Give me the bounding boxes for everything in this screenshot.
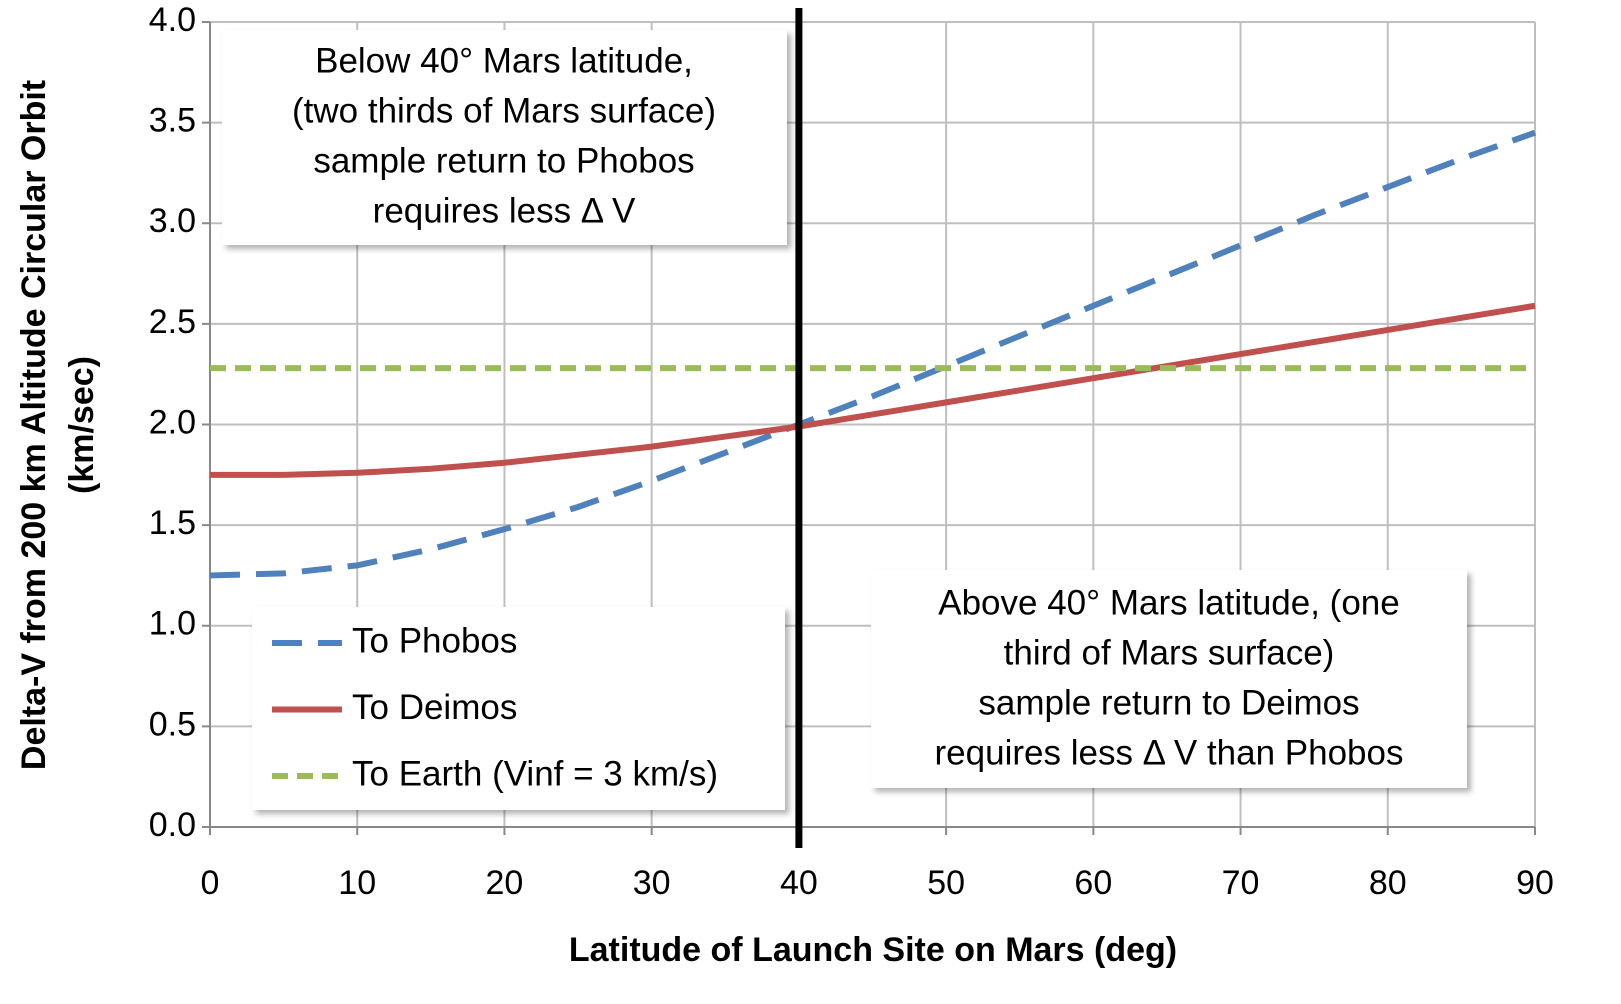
y-tick-label: 1.5 [149,504,196,542]
y-tick-label: 2.5 [149,303,196,341]
annotation-text: sample return to Deimos [978,683,1359,722]
annotation-text: Below 40° Mars latitude, [315,41,693,80]
annotation-box [222,30,787,245]
annotation-text: Above 40° Mars latitude, (one [938,583,1399,622]
annotation-box [871,570,1467,788]
series-line [209,129,1537,579]
x-tick-label: 70 [1222,864,1260,902]
x-tick-label: 40 [780,864,818,902]
annotation-text: third of Mars surface) [1004,633,1335,672]
x-axis-title: Latitude of Launch Site on Mars (deg) [569,931,1177,969]
x-tick-label: 20 [486,864,524,902]
y-axis-title: Delta-V from 200 km Altitude Circular Or… [15,80,53,770]
x-tick-label: 30 [633,864,671,902]
x-tick-label: 0 [201,864,220,902]
y-axis-title: (km/sec) [63,356,101,494]
series-line [210,302,1536,478]
x-tick-label: 90 [1516,864,1554,902]
y-tick-label: 4.0 [149,1,196,39]
annotation-text: sample return to Phobos [313,141,694,180]
annotation-text: requires less Δ V than Phobos [935,733,1404,772]
y-tick-label: 0.0 [149,806,196,844]
y-tick-label: 3.0 [149,202,196,240]
legend-label: To Earth (Vinf = 3 km/s) [352,754,718,793]
legend-label: To Deimos [352,688,517,727]
x-tick-label: 80 [1369,864,1407,902]
annotation-text: (two thirds of Mars surface) [292,91,716,130]
y-tick-label: 2.0 [149,403,196,441]
y-tick-label: 3.5 [149,102,196,140]
x-tick-label: 10 [338,864,376,902]
legend-label: To Phobos [352,621,517,660]
x-tick-label: 50 [927,864,965,902]
annotation-text: requires less Δ V [373,191,636,230]
x-tick-label: 60 [1074,864,1112,902]
y-tick-label: 1.0 [149,605,196,643]
y-tick-label: 0.5 [149,705,196,743]
